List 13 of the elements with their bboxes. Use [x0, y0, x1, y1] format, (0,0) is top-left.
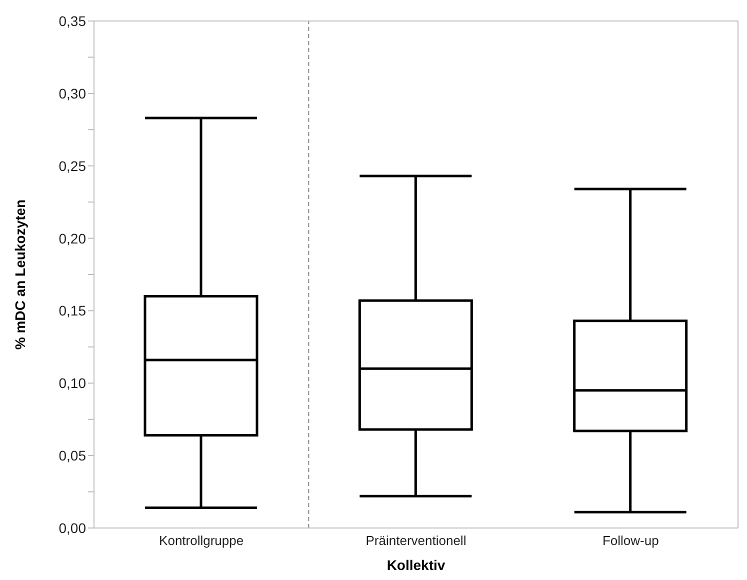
x-tick-label: Kontrollgruppe	[159, 533, 244, 548]
y-tick-label: 0,05	[58, 448, 86, 464]
y-tick-label: 0,10	[58, 375, 86, 392]
y-tick-label: 0,15	[58, 302, 86, 319]
y-tick-label: 0,35	[58, 12, 86, 29]
x-tick-label: Follow-up	[602, 533, 659, 548]
y-tick-label: 0,25	[58, 158, 86, 174]
y-tick-label: 0,30	[58, 85, 86, 102]
y-tick-label: 0,20	[58, 230, 86, 246]
y-tick-label: 0,00	[58, 520, 86, 536]
x-axis-title: Kollektiv	[386, 557, 446, 573]
y-axis-title: % mDC an Leukozyten	[12, 199, 28, 350]
x-tick-label: Präinterventionell	[366, 533, 466, 548]
